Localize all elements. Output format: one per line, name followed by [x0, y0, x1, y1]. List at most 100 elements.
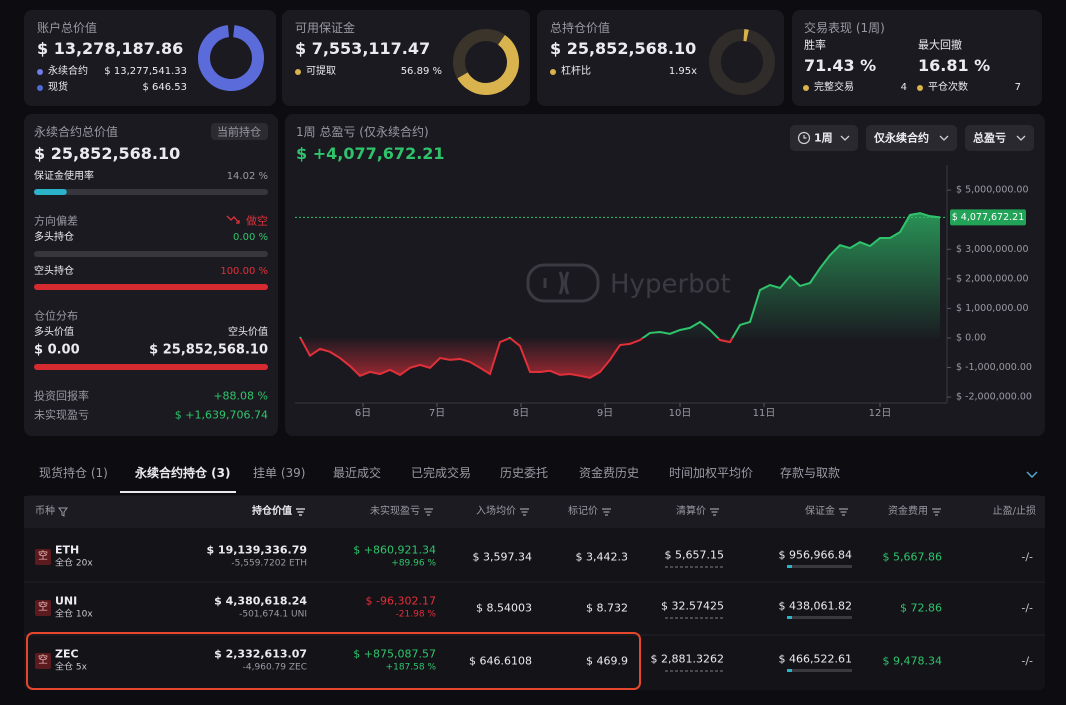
- label: 未实现盈亏: [34, 408, 89, 422]
- dropdown-label[interactable]: 总盈亏: [973, 131, 1006, 145]
- tab[interactable]: 时间加权平均价: [669, 466, 754, 480]
- stat-value: 16.81 %: [918, 56, 991, 75]
- stat-label: 最大回撤: [918, 38, 962, 52]
- card-value: $ 25,852,568.10: [550, 39, 697, 58]
- margin: $ 956,966.84: [778, 548, 852, 562]
- funding-fee: $ 72.86: [900, 601, 942, 615]
- label: 多头持仓: [34, 232, 74, 243]
- card-title: 总持仓价值: [550, 21, 611, 35]
- row-value: 4: [900, 82, 907, 93]
- row-label: 现货: [48, 82, 68, 93]
- tab[interactable]: 现货持仓 (1): [39, 466, 108, 480]
- dropdown-label[interactable]: 1周: [814, 131, 833, 145]
- sort-icon: [839, 508, 848, 516]
- liquidation-price: $ 2,881.3262: [650, 652, 724, 666]
- sort-icon: [932, 508, 941, 516]
- liquidation-price: $ 32.57425: [661, 599, 724, 613]
- stat-label: 胜率: [804, 38, 826, 52]
- label: $ 0.00: [34, 342, 80, 358]
- mark-price: $ 8.732: [586, 601, 628, 615]
- stat-value: 71.43 %: [804, 56, 877, 75]
- side-badge: [35, 653, 51, 669]
- row-label: 杠杆比: [561, 66, 591, 77]
- y-tick-label: $ 0.00: [956, 332, 986, 343]
- unrealized-pnl: $ +875,087.57: [353, 647, 436, 661]
- row-value: 7: [1014, 82, 1021, 93]
- x-tick-label: 6日: [355, 408, 371, 419]
- label: 0.00 %: [233, 232, 268, 243]
- label: 空头价值: [228, 327, 268, 338]
- row-label: 完整交易: [814, 82, 854, 93]
- tab[interactable]: 最近成交: [333, 466, 382, 480]
- tab[interactable]: 永续合约持仓 (3): [135, 466, 231, 480]
- sort-icon: [424, 508, 433, 516]
- margin-bar-fill: [787, 565, 792, 568]
- column-header: 币种: [35, 506, 55, 517]
- tab[interactable]: 资金费历史: [579, 466, 640, 480]
- column-header[interactable]: 未实现盈亏: [370, 506, 420, 517]
- legend-dot: [37, 69, 43, 75]
- coin: UNI: [55, 594, 78, 608]
- entry-price: $ 3,597.34: [472, 550, 532, 564]
- tab[interactable]: 挂单 (39): [253, 466, 306, 480]
- position-size: -5,559.7202 ETH: [231, 558, 307, 569]
- unrealized-pnl: $ -96,302.17: [365, 594, 436, 608]
- column-header[interactable]: 标记价: [568, 506, 598, 517]
- direction-value: 做空: [246, 214, 268, 228]
- row-value: $ 13,277,541.33: [104, 66, 187, 77]
- position-size: -4,960.79 ZEC: [242, 662, 307, 673]
- column-header[interactable]: 保证金: [805, 506, 835, 517]
- progress-track: [34, 251, 268, 257]
- tab[interactable]: 历史委托: [500, 466, 549, 480]
- margin: $ 466,522.61: [778, 652, 852, 666]
- card-title: 交易表现 (1周): [804, 21, 885, 35]
- column-header[interactable]: 入场均价: [476, 506, 516, 517]
- column-header[interactable]: 资金费用: [888, 506, 928, 517]
- leverage: 全仓 10x: [55, 609, 93, 620]
- tp-sl: -/-: [1021, 550, 1033, 564]
- label: 投资回报率: [34, 389, 89, 403]
- column-header[interactable]: 持仓价值: [252, 506, 292, 517]
- margin-bar-track: [787, 565, 852, 568]
- side-badge: [35, 600, 51, 616]
- y-tick-label: $ -2,000,000.00: [956, 392, 1032, 403]
- dropdown-label[interactable]: 仅永续合约: [874, 131, 929, 145]
- label: 多头价值: [34, 327, 74, 338]
- sort-icon: [520, 508, 529, 516]
- position-value: $ 2,332,613.07: [214, 647, 307, 661]
- y-tick-label: $ 1,000,000.00: [956, 303, 1029, 314]
- row-highlight: [26, 632, 641, 690]
- row-label: 平仓次数: [928, 82, 968, 93]
- unrealized-pnl: $ +860,921.34: [353, 543, 436, 557]
- label: 方向偏差: [34, 214, 78, 228]
- tab[interactable]: 存款与取款: [780, 466, 841, 480]
- position-size: -501,674.1 UNI: [239, 609, 307, 620]
- watermark: Hyperbot: [610, 270, 731, 300]
- margin-bar-fill: [787, 669, 792, 672]
- y-tick-label: $ 2,000,000.00: [956, 273, 1029, 284]
- progress-track: [34, 189, 268, 195]
- column-header[interactable]: 清算价: [676, 506, 706, 517]
- dropdown-button: [790, 125, 858, 151]
- label: 仓位分布: [34, 309, 78, 323]
- entry-price: $ 8.54003: [476, 601, 532, 615]
- tab[interactable]: 已完成交易: [411, 466, 472, 480]
- progress-fill: [34, 284, 268, 290]
- card-value: $ 13,278,187.86: [37, 39, 184, 58]
- clock-icon: [797, 131, 811, 145]
- label: 保证金使用率: [34, 171, 94, 182]
- area-negative: [300, 337, 940, 378]
- position-value: $ 19,139,336.79: [206, 543, 307, 557]
- panel-title: 1周 总盈亏 (仅永续合约): [296, 125, 429, 139]
- clock-hand: [803, 135, 807, 139]
- tp-sl: -/-: [1021, 601, 1033, 615]
- row-value: 56.89 %: [400, 66, 442, 77]
- margin-bar-track: [787, 669, 852, 672]
- badge: [211, 123, 268, 140]
- coin: ETH: [55, 543, 80, 557]
- liquidation-price: $ 5,657.15: [664, 548, 724, 562]
- current-value-badge: [950, 209, 1026, 226]
- card-title: 可用保证金: [295, 21, 356, 35]
